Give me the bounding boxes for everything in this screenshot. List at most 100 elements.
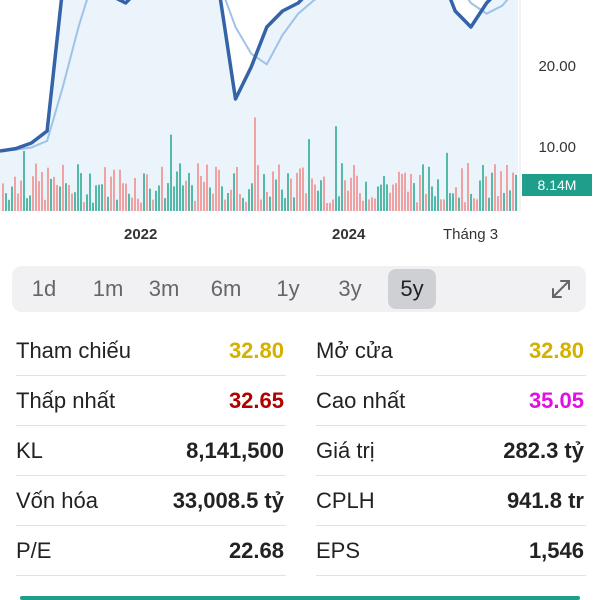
stat-label: Vốn hóa bbox=[16, 488, 98, 513]
volume-bar bbox=[113, 169, 115, 211]
volume-bar bbox=[503, 193, 505, 211]
volume-bar bbox=[191, 185, 193, 211]
stat-label: Thấp nhất bbox=[16, 388, 116, 413]
volume-bar bbox=[317, 190, 319, 211]
volume-bar bbox=[260, 199, 262, 211]
volume-bar bbox=[434, 196, 436, 211]
volume-bar bbox=[269, 196, 271, 211]
volume-bar bbox=[473, 198, 475, 211]
stat-row: P/E 22.68 EPS 1,546 bbox=[0, 526, 600, 576]
period-1d-button[interactable]: 1d bbox=[31, 276, 57, 301]
volume-bar bbox=[233, 173, 235, 211]
volume-bar bbox=[416, 202, 418, 211]
volume-bar bbox=[29, 195, 31, 211]
volume-bar bbox=[131, 197, 133, 211]
volume-bar bbox=[41, 172, 43, 211]
volume-bar bbox=[488, 197, 490, 211]
volume-bar bbox=[224, 199, 226, 211]
volume-bar bbox=[146, 174, 148, 211]
volume-bar bbox=[242, 197, 244, 211]
volume-bar bbox=[383, 176, 385, 211]
volume-bar bbox=[116, 199, 118, 211]
volume-bar bbox=[263, 174, 265, 211]
volume-bar bbox=[83, 202, 85, 211]
volume-bar bbox=[122, 183, 124, 211]
y-tick-label: 10.00 bbox=[538, 139, 576, 156]
period-3y-button[interactable]: 3y bbox=[338, 276, 362, 301]
volume-bar bbox=[2, 183, 4, 211]
volume-bar bbox=[299, 168, 301, 211]
volume-bar bbox=[284, 198, 286, 211]
volume-bar bbox=[251, 183, 253, 211]
volume-bar bbox=[47, 167, 49, 211]
volume-bar bbox=[431, 186, 433, 211]
period-3m-button[interactable]: 3m bbox=[148, 276, 180, 301]
stat-cell: Cao nhất 35.05 bbox=[316, 376, 586, 426]
volume-bar bbox=[92, 202, 94, 211]
volume-bar bbox=[338, 196, 340, 211]
volume-bar bbox=[380, 184, 382, 211]
volume-bar bbox=[296, 172, 298, 211]
volume-bar bbox=[353, 165, 355, 211]
volume-bar bbox=[455, 187, 457, 211]
volume-bar bbox=[179, 163, 181, 211]
bottom-action-strip[interactable] bbox=[20, 596, 580, 600]
volume-bar bbox=[314, 184, 316, 211]
volume-bar bbox=[56, 184, 58, 211]
volume-bar bbox=[395, 183, 397, 211]
stat-cell: Thấp nhất 32.65 bbox=[16, 376, 286, 426]
volume-bar bbox=[119, 169, 121, 211]
volume-bar bbox=[401, 173, 403, 211]
volume-bar bbox=[98, 184, 100, 211]
expand-icon[interactable] bbox=[548, 276, 574, 302]
volume-bar bbox=[245, 201, 247, 211]
volume-bar bbox=[254, 117, 256, 211]
volume-bar bbox=[95, 185, 97, 211]
volume-bar bbox=[239, 194, 241, 211]
stat-value: 33,008.5 tỷ bbox=[172, 488, 284, 513]
volume-bar bbox=[137, 198, 139, 211]
volume-bar bbox=[413, 183, 415, 211]
stat-row: KL 8,141,500 Giá trị 282.3 tỷ bbox=[0, 426, 600, 476]
volume-bar bbox=[494, 164, 496, 211]
volume-bar bbox=[428, 166, 430, 211]
volume-bar bbox=[140, 202, 142, 211]
volume-bar bbox=[500, 171, 502, 211]
volume-bar bbox=[407, 191, 409, 211]
volume-bar bbox=[491, 172, 493, 211]
volume-bar bbox=[212, 193, 214, 211]
period-1y-button[interactable]: 1y bbox=[276, 276, 300, 301]
volume-bar bbox=[152, 199, 154, 211]
volume-bar bbox=[464, 202, 466, 211]
volume-bar bbox=[74, 192, 76, 211]
volume-bar bbox=[461, 168, 463, 211]
volume-bars bbox=[2, 117, 517, 211]
price-chart[interactable]: 20.00 10.00 8.14M 2022 2024 Tháng 3 bbox=[0, 0, 600, 250]
volume-bar bbox=[170, 134, 172, 211]
volume-bar bbox=[344, 180, 346, 211]
volume-bar bbox=[371, 197, 373, 211]
price-chart-plot[interactable] bbox=[0, 0, 600, 250]
volume-bar bbox=[446, 152, 448, 211]
volume-bar bbox=[32, 176, 34, 211]
period-selector: 1d 1m 3m 6m 1y 3y 5y bbox=[12, 266, 586, 312]
period-1m-button[interactable]: 1m bbox=[92, 276, 124, 301]
volume-bar bbox=[80, 173, 82, 211]
volume-bar bbox=[167, 183, 169, 211]
volume-bar bbox=[311, 178, 313, 211]
volume-bar bbox=[77, 164, 79, 211]
volume-bar bbox=[485, 176, 487, 211]
stat-label: P/E bbox=[16, 538, 52, 563]
stat-value: 32.80 bbox=[528, 338, 584, 363]
period-6m-button[interactable]: 6m bbox=[210, 276, 242, 301]
volume-bar bbox=[182, 185, 184, 211]
volume-bar bbox=[17, 193, 19, 211]
volume-bar bbox=[359, 193, 361, 211]
volume-bar bbox=[440, 199, 442, 211]
volume-bar bbox=[143, 173, 145, 211]
period-5y-button[interactable]: 5y bbox=[388, 269, 436, 309]
volume-bar bbox=[332, 199, 334, 211]
volume-bar bbox=[398, 171, 400, 211]
stat-value: 32.65 bbox=[228, 388, 284, 413]
volume-bar bbox=[443, 199, 445, 211]
